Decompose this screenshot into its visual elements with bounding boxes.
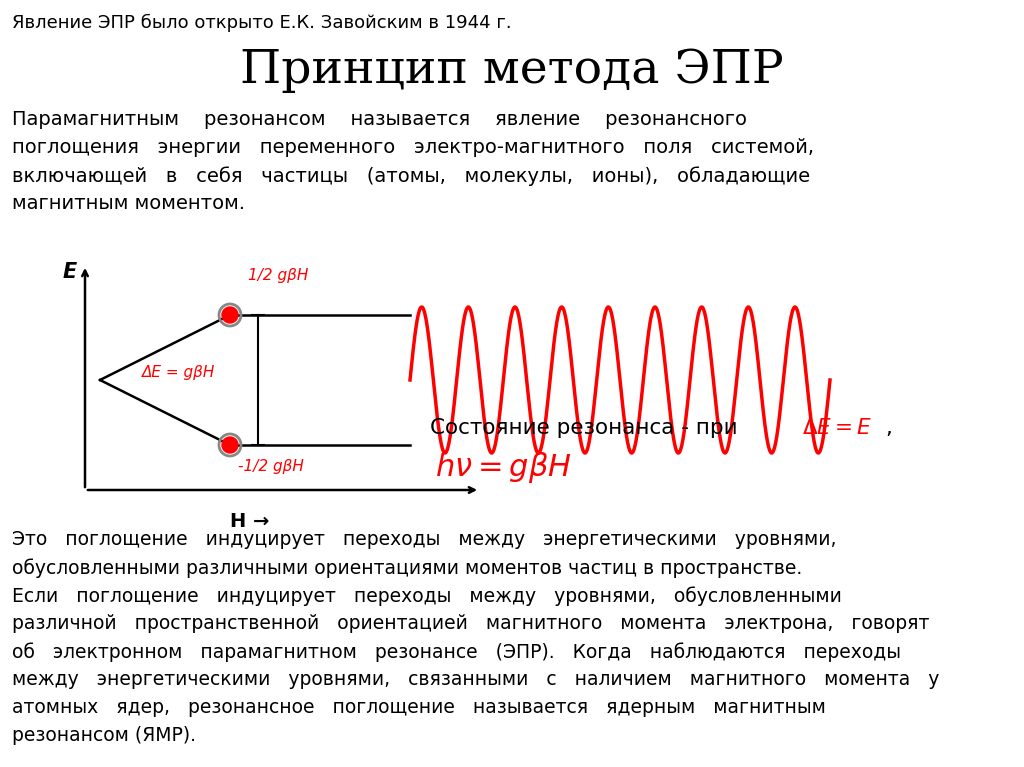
Text: 1/2 gβH: 1/2 gβH — [248, 268, 308, 283]
Text: ΔE = gβH: ΔE = gβH — [142, 364, 215, 380]
Circle shape — [222, 437, 238, 453]
Text: об   электронном   парамагнитном   резонансе   (ЭПР).   Когда   наблюдаются   пе: об электронном парамагнитном резонансе (… — [12, 642, 901, 662]
Text: резонансом (ЯМР).: резонансом (ЯМР). — [12, 726, 196, 745]
Text: $h\nu = g\beta H$: $h\nu = g\beta H$ — [435, 450, 571, 485]
Text: атомных   ядер,   резонансное   поглощение   называется   ядерным   магнитным: атомных ядер, резонансное поглощение наз… — [12, 698, 826, 717]
Text: магнитным моментом.: магнитным моментом. — [12, 194, 245, 213]
Circle shape — [222, 307, 238, 323]
Text: Парамагнитным    резонансом    называется    явление    резонансного: Парамагнитным резонансом называется явле… — [12, 110, 746, 129]
Text: между   энергетическими   уровнями,   связанными   с   наличием   магнитного   м: между энергетическими уровнями, связанны… — [12, 670, 939, 689]
Text: ,: , — [885, 418, 892, 438]
Text: $\Delta E = E$: $\Delta E = E$ — [802, 418, 872, 438]
Text: H →: H → — [230, 512, 269, 531]
Text: Принцип метода ЭПР: Принцип метода ЭПР — [241, 48, 783, 94]
Text: Если   поглощение   индуцирует   переходы   между   уровнями,   обусловленными: Если поглощение индуцирует переходы межд… — [12, 586, 842, 606]
Text: включающей   в   себя   частицы   (атомы,   молекулы,   ионы),   обладающие: включающей в себя частицы (атомы, молеку… — [12, 166, 810, 186]
Text: Явление ЭПР было открыто Е.К. Завойским в 1944 г.: Явление ЭПР было открыто Е.К. Завойским … — [12, 14, 512, 32]
Text: E: E — [62, 262, 77, 282]
Text: Состояние резонанса - при: Состояние резонанса - при — [430, 418, 744, 438]
Text: поглощения   энергии   переменного   электро-магнитного   поля   системой,: поглощения энергии переменного электро-м… — [12, 138, 814, 157]
Text: -1/2 gβH: -1/2 gβH — [238, 459, 304, 474]
Text: Это   поглощение   индуцирует   переходы   между   энергетическими   уровнями,: Это поглощение индуцирует переходы между… — [12, 530, 837, 549]
Text: обусловленными различными ориентациями моментов частиц в пространстве.: обусловленными различными ориентациями м… — [12, 558, 802, 578]
Text: различной   пространственной   ориентацией   магнитного   момента   электрона,  : различной пространственной ориентацией м… — [12, 614, 930, 633]
